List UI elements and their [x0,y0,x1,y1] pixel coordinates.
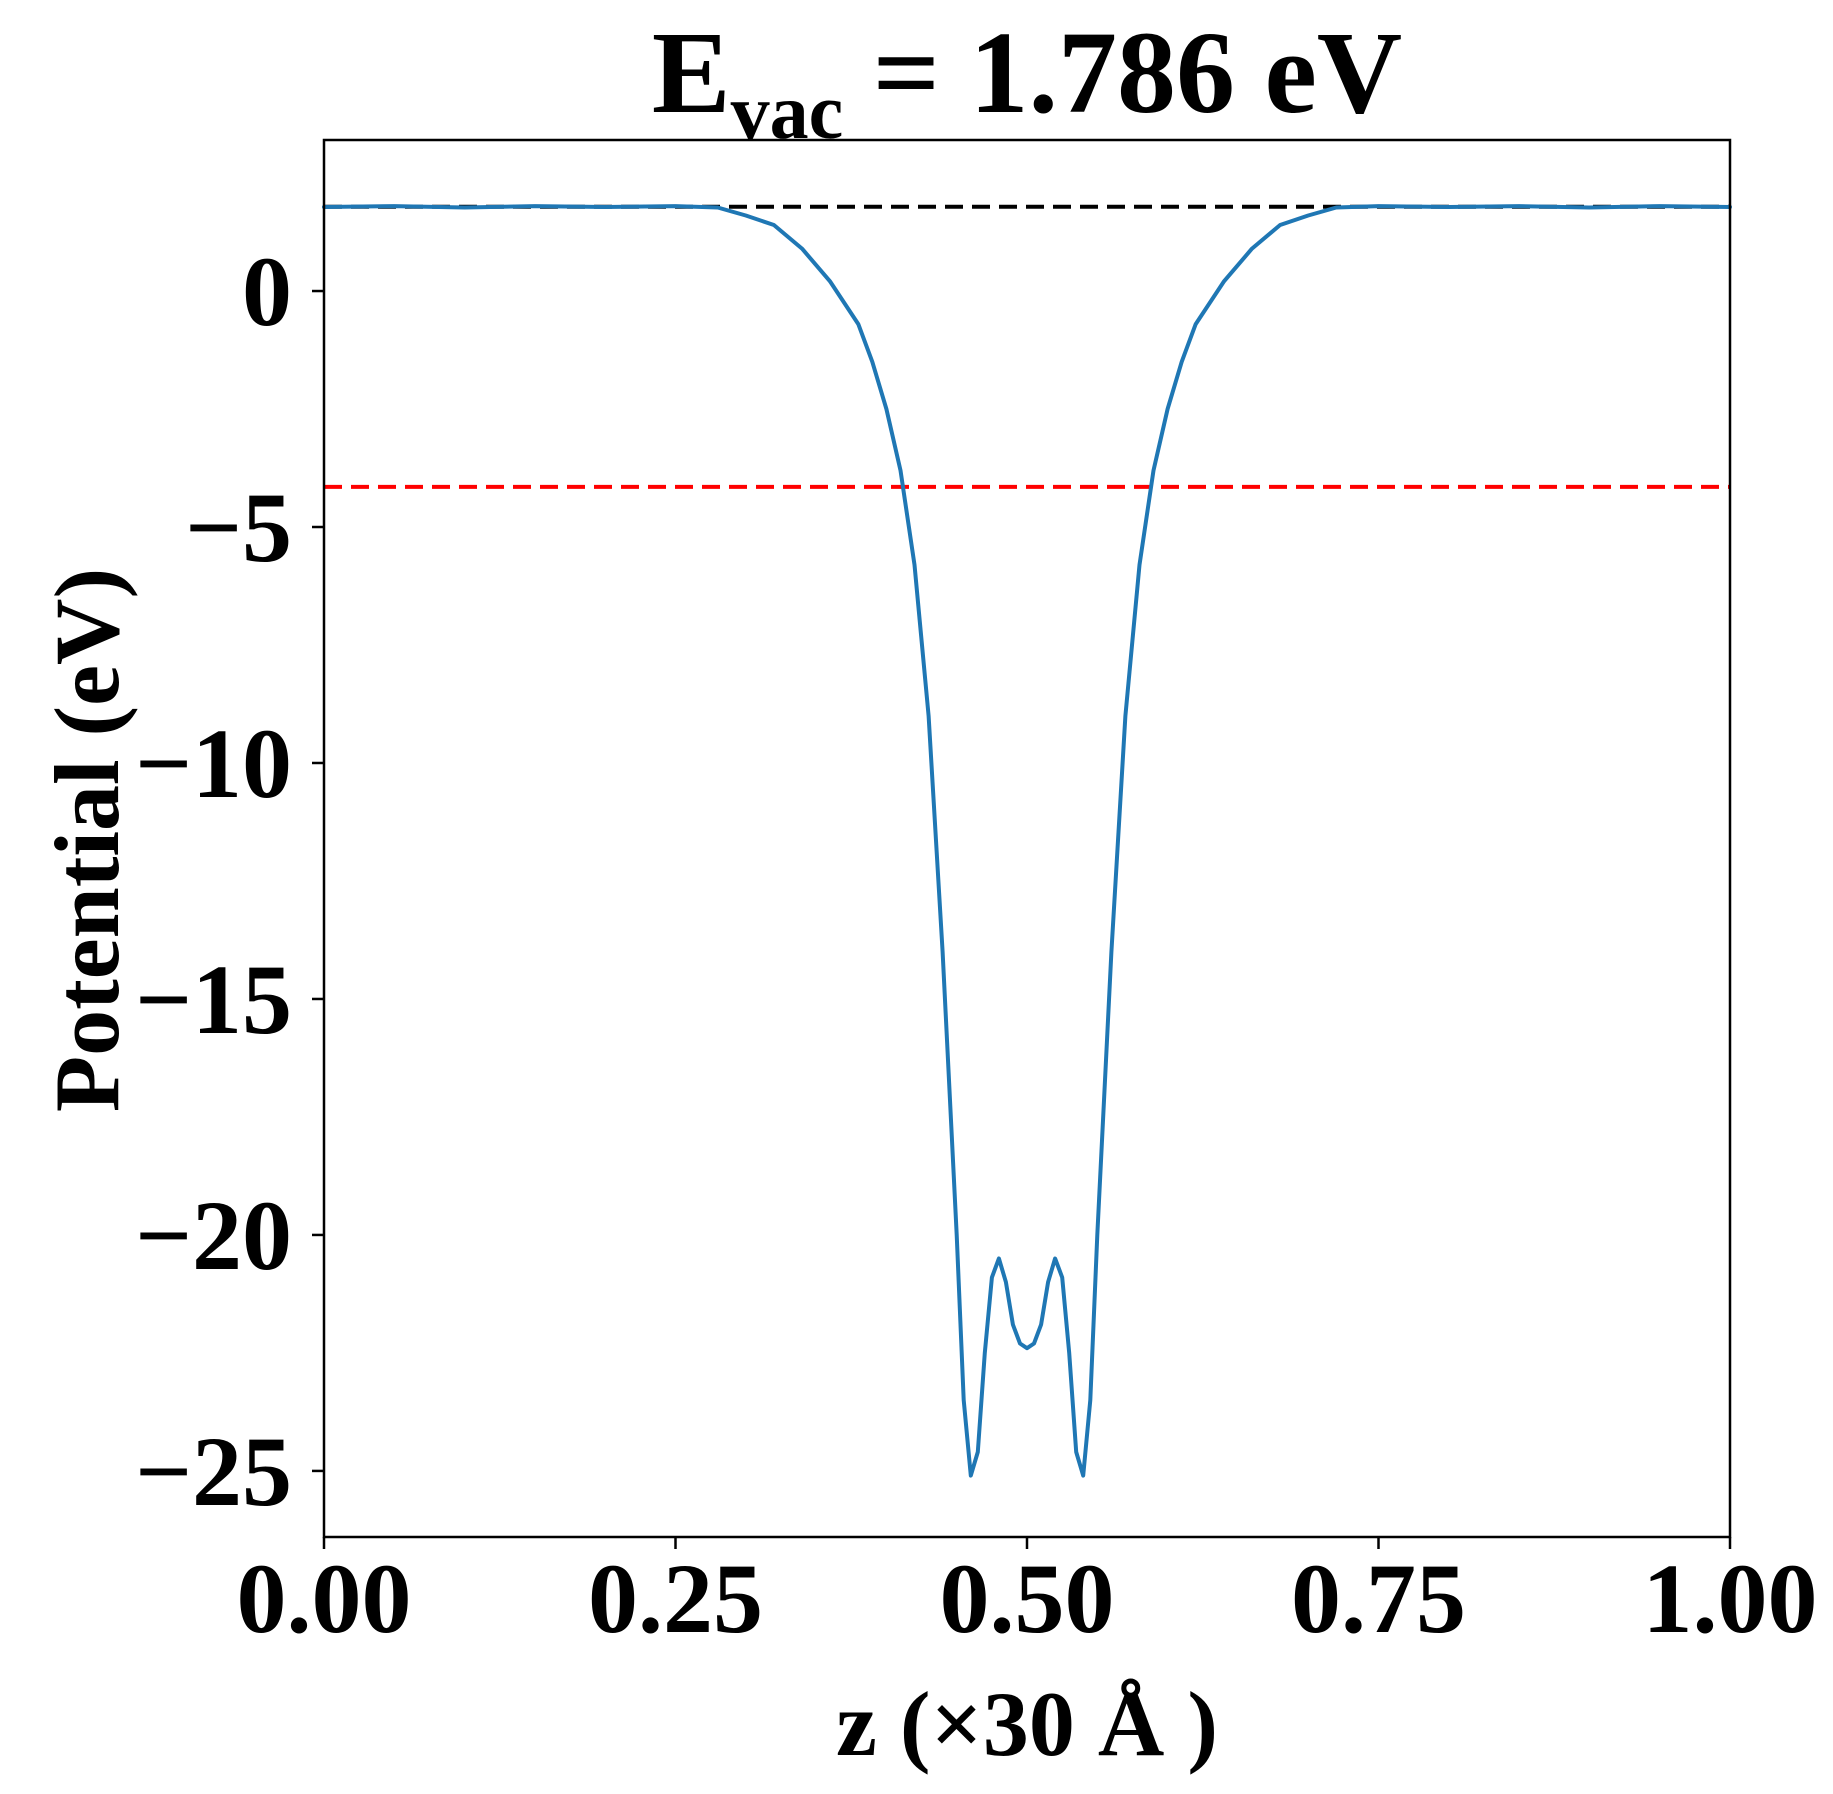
y-tick-label-5: −25 [135,1416,292,1527]
series-layer [322,204,1732,1478]
y-axis-ticks: 0 −5 −10 −15 −20 −25 [135,236,324,1527]
x-axis-ticks: 0.00 0.25 0.50 0.75 1.00 [237,1537,1818,1654]
x-tick-label-4: 1.00 [1643,1543,1818,1654]
y-tick-label-0: 0 [242,236,292,347]
chart-title-main: E [652,7,731,138]
x-tick-label-0: 0.00 [237,1543,412,1654]
y-tick-label-2: −10 [135,708,292,819]
plot-frame [322,138,1732,1539]
x-axis-label: z (×30 Å ) [836,1673,1218,1775]
y-tick-label-3: −15 [135,944,292,1055]
y-axis-label: Potential (eV) [36,568,138,1112]
x-tick-label-3: 0.75 [1291,1543,1466,1654]
x-tick-label-2: 0.50 [940,1543,1115,1654]
chart-title-rest: = 1.786 eV [843,7,1402,138]
y-tick-label-1: −5 [185,472,292,583]
reference-lines [324,204,1730,489]
series-line-0 [322,204,1732,1478]
chart-title-subscript: vac [731,68,844,155]
x-tick-label-1: 0.25 [588,1543,763,1654]
chart-title: Evac = 1.786 eV [652,7,1402,155]
y-tick-label-4: −20 [135,1180,292,1291]
